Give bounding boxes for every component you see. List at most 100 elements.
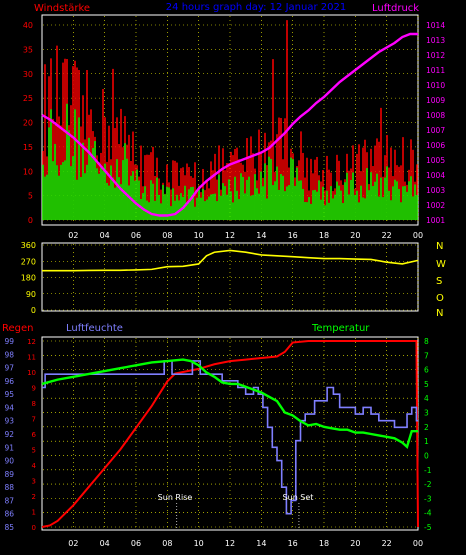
pressure-series [41,32,418,217]
temperature-ytick-label: 1 [424,437,429,446]
wind-ytick-label: 20 [23,119,33,128]
pressure-ytick-label: 1013 [426,36,445,45]
hour-tick-label: 00 [413,231,423,240]
hour-tick-label: 16 [288,231,298,240]
hour-tick-label: 06 [131,539,141,548]
rain-ytick-label: 10 [27,369,36,377]
hour-tick-label: 08 [162,231,172,240]
wind-ytick-label: 0 [28,216,33,225]
wind-ytick-label: 10 [23,167,33,176]
pressure-ytick-label: 1003 [426,186,445,195]
humidity-ytick-label: 94 [4,403,14,412]
compass-label-w: W [436,259,446,270]
humidity-line [42,360,418,515]
hour-tick-label: 20 [350,539,360,548]
humidity-ytick-label: 92 [4,430,14,439]
pressure-ytick-label: 1002 [426,201,445,210]
pressure-line [41,32,418,217]
humidity-ytick-label: 90 [4,457,14,466]
humidity-ytick-label: 98 [4,350,14,359]
wind-ytick-label: 25 [23,94,33,103]
pressure-ytick-label: 1007 [426,126,445,135]
temperature-ytick-label: 7 [424,351,429,360]
wind-ytick-label: 40 [23,21,33,30]
hour-tick-label: 14 [256,539,266,548]
humidity-ytick-label: 91 [4,443,14,452]
temperature-ytick-label: 2 [424,423,429,432]
hour-tick-label: 22 [382,539,392,548]
temperature-ytick-label: -4 [424,509,432,518]
humidity-ytick-label: 86 [4,510,14,519]
rain-ytick-label: 4 [32,462,37,470]
temperature-ytick-label: -3 [424,494,432,503]
humidity-ytick-label: 87 [4,496,14,505]
humidity-axis-title: Luftfeuchte [66,323,123,334]
rain-ytick-label: 8 [32,400,36,408]
hour-tick-label: 00 [413,539,423,548]
pressure-ytick-label: 1006 [426,141,445,150]
direction-ytick-label: 360 [21,241,36,250]
hour-tick-label: 14 [256,231,266,240]
direction-ytick-label: 90 [26,290,36,299]
humidity-ytick-label: 85 [4,523,14,532]
hour-tick-label: 02 [68,539,78,548]
compass-label-s: S [436,276,442,287]
rain-ytick-label: 5 [32,447,36,455]
pressure-ytick-label: 1008 [426,111,445,120]
temperature-ytick-label: 3 [424,409,429,418]
pressure-ytick-label: 1001 [426,216,445,225]
rain-ytick-label: 3 [32,478,36,486]
temperature-ytick-label: -2 [424,480,432,489]
sunset-label: Sun Set [283,493,314,502]
sunrise-label: Sun Rise [158,493,193,502]
temperature-ytick-label: 0 [424,451,429,460]
humidity-ytick-label: 89 [4,470,14,479]
hour-tick-label: 08 [162,539,172,548]
rain-axis-title: Regen [2,323,34,334]
temperature-ytick-label: 8 [424,337,429,346]
direction-ytick-label: 0 [31,306,36,315]
temperature-ytick-label: -1 [424,466,432,475]
rain-ytick-label: 11 [27,354,36,362]
chart-title: 24 hours graph day: 12 Januar 2021 [166,2,346,13]
rain-ytick-label: 9 [32,385,36,393]
direction-ytick-label: 180 [21,274,36,283]
hour-tick-label: 20 [350,231,360,240]
humidity-ytick-label: 95 [4,390,14,399]
axis-tick-labels: 0510152025303540100110021003100410051006… [4,21,445,548]
rain-ytick-label: 1 [32,509,36,517]
temperature-ytick-label: 6 [424,366,429,375]
hour-tick-label: 18 [319,231,329,240]
temperature-ytick-label: 5 [424,380,429,389]
direction-line [42,249,419,272]
pressure-ytick-label: 1009 [426,96,445,105]
wind-ytick-label: 5 [28,192,33,201]
hour-tick-label: 12 [225,231,235,240]
pressure-ytick-label: 1011 [426,66,445,75]
hour-tick-label: 02 [68,231,78,240]
hour-tick-label: 12 [225,539,235,548]
direction-ytick-label: 270 [21,257,36,266]
climate-series [41,340,419,528]
temperature-ytick-label: 4 [424,394,429,403]
wind-axis-title: Windstärke [34,3,90,14]
pressure-ytick-label: 1014 [426,21,445,30]
rain-line [41,340,419,528]
hour-tick-label: 10 [194,231,204,240]
pressure-ytick-label: 1010 [426,81,445,90]
hour-tick-label: 04 [100,231,110,240]
direction-series [42,249,419,272]
temperature-axis-title: Temperatur [311,323,370,334]
temperature-line [41,358,418,450]
wind-ytick-label: 30 [23,70,33,79]
wind-ytick-label: 35 [23,45,33,54]
gridlines [43,16,419,529]
humidity-ytick-label: 88 [4,483,14,492]
hour-tick-label: 22 [382,231,392,240]
temperature-ytick-label: -5 [424,523,432,532]
hour-tick-label: 16 [288,539,298,548]
rain-ytick-label: 2 [32,493,36,501]
hour-tick-label: 18 [319,539,329,548]
hour-tick-label: 04 [100,539,110,548]
